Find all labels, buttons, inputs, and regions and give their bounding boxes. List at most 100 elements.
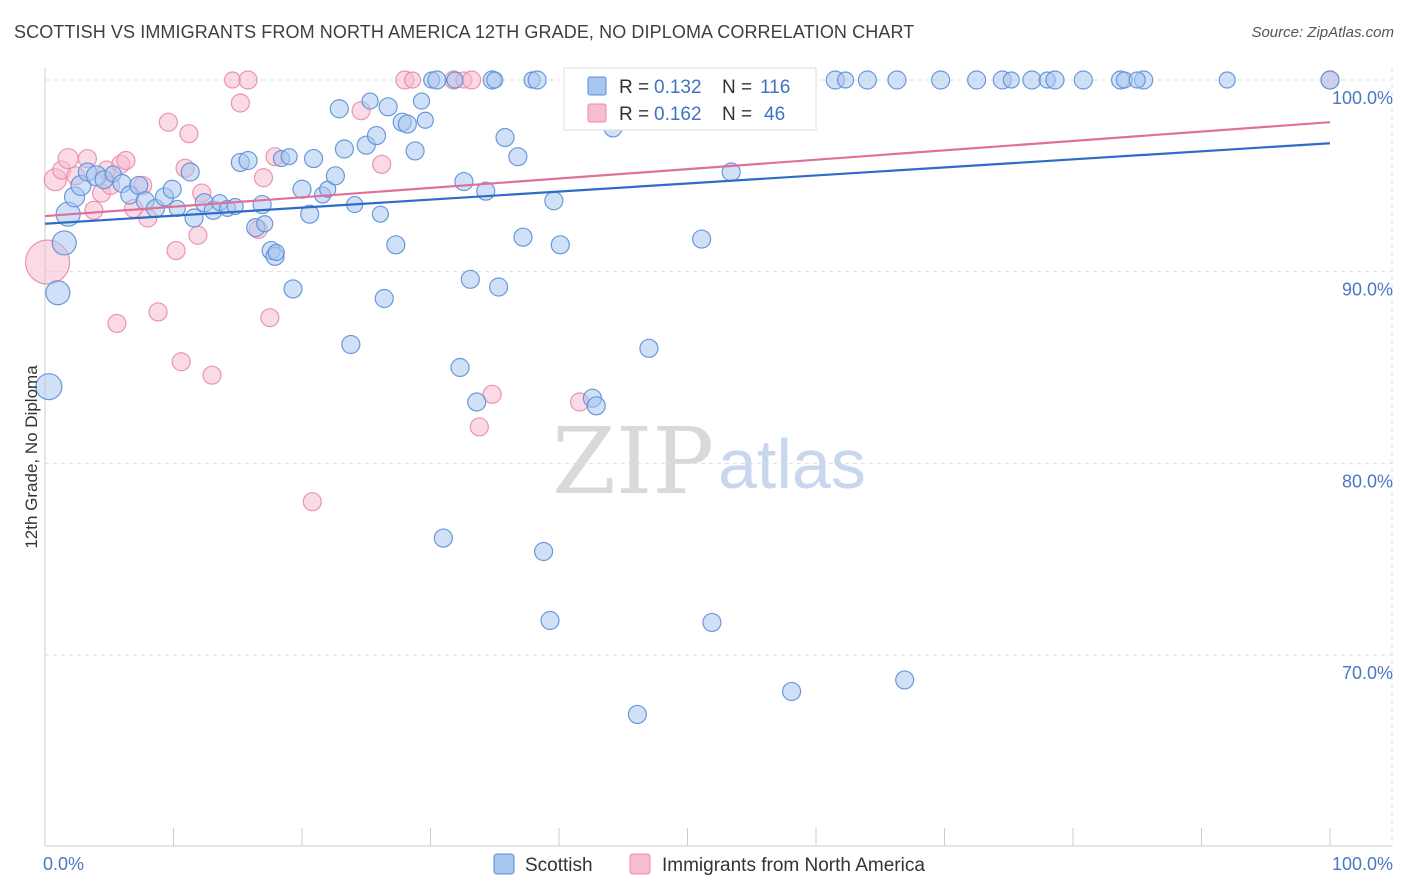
scottish-point	[450, 357, 470, 378]
scottish-point	[895, 670, 915, 690]
immigrants-point	[260, 308, 280, 328]
trend-line-immigrants	[44, 121, 1331, 218]
trend-line-scottish	[44, 142, 1331, 225]
x-tick-label-max: 100.0%	[1332, 854, 1393, 874]
scottish-point	[300, 204, 320, 224]
scottish-point	[702, 612, 722, 633]
scottish-point	[639, 338, 659, 358]
y-tick-label: 100.0%	[1332, 88, 1393, 108]
tick-labels: 70.0% 80.0% 90.0% 100.0% 0.0% 100.0%	[43, 88, 1393, 874]
legend-n-value-immigrants: 46	[764, 104, 785, 125]
scottish-point	[334, 139, 355, 159]
scottish-point	[931, 70, 951, 90]
watermark-zip: ZIP	[552, 408, 714, 515]
scottish-point	[508, 147, 528, 167]
immigrants-point	[107, 313, 127, 334]
scottish-point	[1002, 71, 1020, 89]
scottish-point	[45, 280, 71, 306]
scottish-point	[1218, 71, 1236, 89]
scottish-point	[416, 111, 434, 129]
legend-r-label-scottish: R =	[619, 77, 649, 98]
scottish-point	[433, 528, 453, 548]
immigrants-point	[148, 302, 168, 322]
scottish-point	[1128, 71, 1146, 89]
scottish-point	[325, 166, 346, 186]
immigrants-point	[238, 70, 258, 90]
scottish-point	[329, 99, 349, 119]
series-legend-label-immigrants: Immigrants from North America	[662, 855, 925, 876]
chart-title: SCOTTISH VS IMMIGRANTS FROM NORTH AMERIC…	[14, 22, 915, 42]
series-legend-label-scottish: Scottish	[525, 855, 593, 876]
scottish-point	[486, 71, 504, 89]
scottish-point	[527, 70, 547, 90]
y-tick-label: 70.0%	[1342, 663, 1393, 683]
legend-r-value-immigrants: 0.162	[654, 104, 702, 125]
scottish-point	[280, 148, 298, 166]
scottish-point	[378, 97, 398, 117]
scottish-point	[446, 71, 464, 89]
scottish-point	[267, 243, 285, 262]
immigrants-point	[253, 168, 274, 188]
watermark: ZIP atlas	[552, 408, 866, 515]
scottish-point	[366, 125, 387, 146]
immigrants-point	[403, 71, 422, 89]
scottish-point	[1320, 70, 1340, 90]
series-legend: Scottish Immigrants from North America	[493, 853, 925, 876]
scottish-point	[533, 541, 554, 562]
scottish-point	[627, 704, 647, 725]
scottish-point	[405, 141, 425, 161]
immigrants-point	[166, 240, 186, 261]
scottish-point	[371, 205, 389, 223]
immigrants-point	[57, 147, 79, 170]
scottish-point	[460, 269, 480, 289]
stats-legend: R = 0.132 N = 116 R = 0.162 N = 46	[563, 67, 817, 131]
immigrants-point	[179, 124, 199, 144]
immigrants-point	[188, 225, 208, 245]
trend-lines	[44, 121, 1331, 225]
legend-r-label-immigrants: R =	[619, 104, 649, 125]
scottish-point	[857, 70, 878, 90]
scottish-point	[1045, 70, 1065, 90]
x-tick-label-min: 0.0%	[43, 854, 84, 874]
scottish-point	[692, 229, 712, 249]
scottish-point	[836, 71, 855, 89]
legend-n-label-scottish: N =	[722, 77, 752, 98]
y-tick-label: 90.0%	[1342, 280, 1393, 300]
scottish-point	[386, 235, 406, 255]
series-legend-swatch-scottish	[493, 853, 515, 875]
immigrants-point	[202, 365, 222, 385]
immigrants-point	[116, 150, 136, 171]
immigrants-point	[302, 492, 322, 512]
scottish-point	[283, 279, 303, 299]
scottish-point	[967, 70, 987, 90]
scottish-point	[184, 208, 204, 228]
scottish-point	[238, 150, 258, 171]
scottish-point	[361, 92, 379, 110]
scottish-point	[887, 70, 907, 90]
immigrants-point	[84, 200, 104, 220]
scottish-point	[412, 92, 431, 110]
scottish-point	[292, 179, 312, 199]
scottish-point	[303, 148, 324, 169]
scottish-point	[256, 215, 274, 233]
scottish-point	[489, 277, 509, 297]
watermark-atlas: atlas	[718, 425, 866, 503]
axes	[44, 68, 1392, 847]
scottish-point	[1073, 70, 1093, 90]
immigrants-point	[462, 70, 482, 90]
scottish-point	[1022, 70, 1042, 90]
scottish-point	[180, 162, 200, 182]
scottish-point	[467, 392, 487, 412]
series-legend-swatch-immigrants	[629, 853, 651, 875]
immigrants-point	[224, 71, 242, 89]
legend-n-label-immigrants: N =	[722, 104, 752, 125]
scottish-point	[35, 373, 63, 401]
immigrants-point	[230, 93, 250, 113]
scottish-point	[540, 610, 560, 631]
legend-swatch-immigrants	[587, 103, 607, 123]
legend-n-value-scottish: 116	[760, 77, 790, 98]
scottish-point	[397, 114, 417, 134]
immigrants-point	[372, 154, 392, 174]
scottish-point	[550, 235, 570, 255]
